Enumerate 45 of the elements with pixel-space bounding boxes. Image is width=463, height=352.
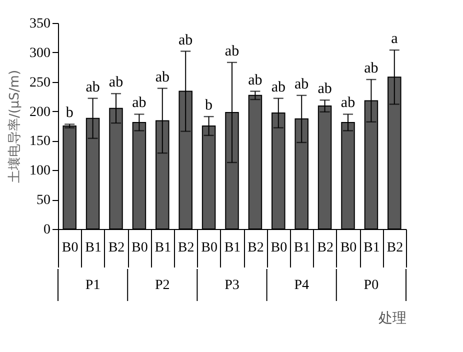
x-tick-label: B2 [108,240,125,256]
x-tick-label: B2 [248,240,264,256]
annotation: ab [155,69,170,86]
annotation: b [205,98,213,114]
annotation: ab [340,95,356,112]
annotation: ab [318,81,332,98]
text: P2 [155,278,170,293]
annotation: ab [132,95,146,112]
annotation: ab [294,76,309,92]
y-axis-title: 土壤电导率/(μS/m) [6,70,22,184]
annotation: ab [108,74,124,91]
y-tick-label: 150 [30,134,50,150]
y-tick-label: 300 [30,46,50,61]
x-tick-label: B1 [224,240,241,256]
text: P4 [294,278,309,293]
y-tick-label: 0 [44,222,50,238]
x-tick-label: B0 [132,240,148,256]
annotation: ab [248,72,262,88]
y-tick-label: 200 [30,104,50,120]
x-tick-label: B0 [340,240,357,256]
annotation: ab [271,79,286,96]
text: P3 [224,278,240,293]
x-tick-label: B2 [178,240,194,256]
x-tick-label: B1 [364,240,380,256]
annotation: ab [364,60,378,77]
annotation: a [391,31,398,48]
y-tick-label: 50 [36,193,50,208]
y-tick-label: 100 [30,164,50,179]
text: P1 [85,278,100,293]
x-tick-label: B2 [386,240,404,256]
x-tick-label: B0 [270,240,288,256]
annotation: ab [86,79,100,96]
y-tick-label: 250 [30,75,50,90]
annotation: ab [224,43,240,60]
y-tick-label: 350 [30,16,50,32]
x-axis-title: 处理 [378,310,406,326]
annotation: ab [178,32,193,48]
x-tick-label: B0 [201,240,218,256]
x-tick-label: B1 [294,240,310,256]
x-tick-label: B0 [62,240,78,256]
text: P0 [364,278,379,293]
x-tick-label: B1 [154,240,172,256]
x-tick-label: B1 [85,240,102,256]
annotation: b [66,105,74,122]
x-tick-label: B2 [317,240,334,256]
